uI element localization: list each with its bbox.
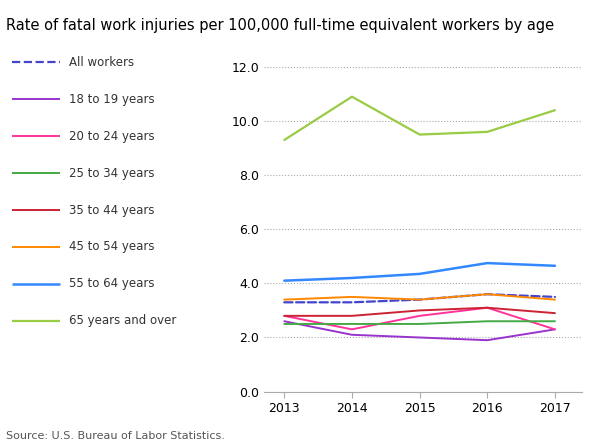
Text: 20 to 24 years: 20 to 24 years [69, 129, 155, 143]
45 to 54 years [551, 297, 559, 302]
25 to 34 years [349, 321, 356, 327]
55 to 64 years [551, 263, 559, 268]
Text: 65 years and over: 65 years and over [69, 314, 176, 328]
45 to 54 years [416, 297, 423, 302]
All workers [484, 291, 491, 297]
25 to 34 years [484, 319, 491, 324]
18 to 19 years [281, 319, 288, 324]
25 to 34 years [551, 319, 559, 324]
Text: 25 to 34 years: 25 to 34 years [69, 166, 155, 180]
Text: All workers: All workers [69, 56, 134, 69]
65 years and over [484, 129, 491, 134]
45 to 54 years [484, 291, 491, 297]
Line: 25 to 34 years: 25 to 34 years [284, 321, 555, 324]
25 to 34 years [416, 321, 423, 327]
Text: 55 to 64 years: 55 to 64 years [69, 277, 155, 291]
Line: 35 to 44 years: 35 to 44 years [284, 308, 555, 316]
65 years and over [281, 138, 288, 143]
65 years and over [416, 132, 423, 137]
Line: 55 to 64 years: 55 to 64 years [284, 263, 555, 281]
Line: All workers: All workers [284, 294, 555, 302]
45 to 54 years [281, 297, 288, 302]
25 to 34 years [281, 321, 288, 327]
All workers [551, 294, 559, 299]
Text: 35 to 44 years: 35 to 44 years [69, 203, 155, 217]
35 to 44 years [349, 313, 356, 319]
65 years and over [349, 94, 356, 99]
55 to 64 years [281, 278, 288, 283]
35 to 44 years [484, 305, 491, 311]
Text: Rate of fatal work injuries per 100,000 full-time equivalent workers by age: Rate of fatal work injuries per 100,000 … [6, 18, 554, 33]
Line: 20 to 24 years: 20 to 24 years [284, 308, 555, 329]
45 to 54 years [349, 294, 356, 299]
35 to 44 years [416, 308, 423, 313]
55 to 64 years [416, 271, 423, 277]
All workers [349, 299, 356, 305]
20 to 24 years [416, 313, 423, 319]
18 to 19 years [484, 337, 491, 343]
55 to 64 years [484, 260, 491, 266]
65 years and over [551, 108, 559, 113]
18 to 19 years [416, 335, 423, 340]
All workers [416, 297, 423, 302]
Text: 18 to 19 years: 18 to 19 years [69, 93, 155, 106]
Text: 45 to 54 years: 45 to 54 years [69, 240, 155, 254]
All workers [281, 299, 288, 305]
Text: Source: U.S. Bureau of Labor Statistics.: Source: U.S. Bureau of Labor Statistics. [6, 431, 225, 441]
Line: 18 to 19 years: 18 to 19 years [284, 321, 555, 340]
20 to 24 years [349, 327, 356, 332]
35 to 44 years [551, 311, 559, 316]
Line: 65 years and over: 65 years and over [284, 97, 555, 140]
18 to 19 years [349, 332, 356, 337]
20 to 24 years [281, 313, 288, 319]
55 to 64 years [349, 275, 356, 281]
18 to 19 years [551, 327, 559, 332]
Line: 45 to 54 years: 45 to 54 years [284, 294, 555, 299]
20 to 24 years [551, 327, 559, 332]
20 to 24 years [484, 305, 491, 311]
35 to 44 years [281, 313, 288, 319]
